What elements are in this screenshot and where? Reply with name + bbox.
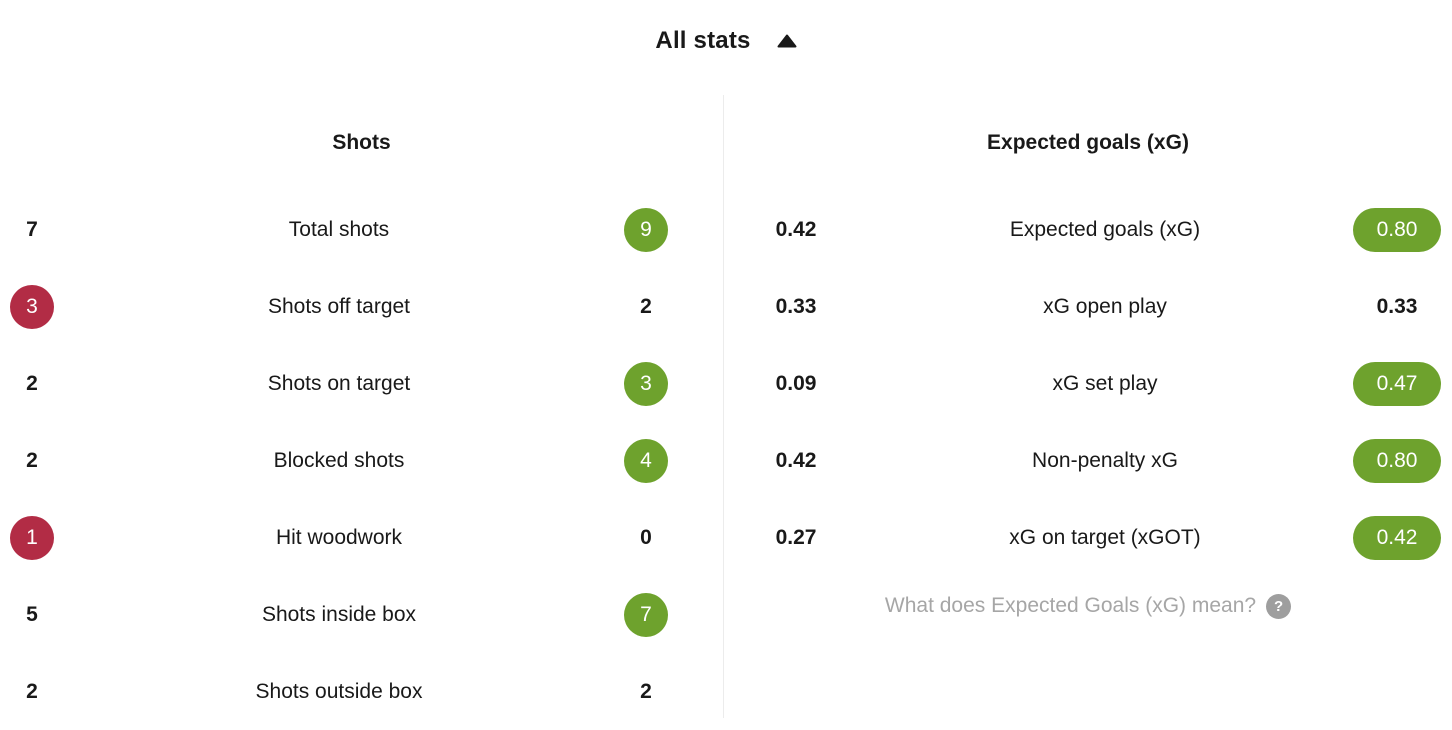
home-value-badge: 3 <box>10 284 54 329</box>
home-value-badge: 2 <box>26 679 38 703</box>
stat-row-total-shots: 7 Total shots 9 <box>0 191 723 268</box>
away-value-badge: 4 <box>624 438 668 483</box>
stat-label: Hit woodwork <box>275 525 403 549</box>
stat-label: Shots outside box <box>255 679 423 703</box>
away-value-badge: 0 <box>640 525 652 549</box>
xg-help-link[interactable]: What does Expected Goals (xG) mean? ? <box>724 576 1452 636</box>
panel-title-shots: Shots <box>332 131 391 154</box>
home-value-badge: 5 <box>26 602 38 626</box>
away-value-badge: 3 <box>624 361 668 406</box>
stat-row-expected-goals: 0.42 Expected goals (xG) 0.80 <box>724 191 1452 268</box>
stat-label: xG set play <box>1052 371 1158 395</box>
home-value-badge: 0.33 <box>775 294 817 318</box>
stat-row-shots-inside-box: 5 Shots inside box 7 <box>0 576 723 653</box>
away-value-badge: 7 <box>624 592 668 637</box>
away-value-badge: 9 <box>624 207 668 252</box>
stat-label: Non-penalty xG <box>1032 448 1178 472</box>
stat-row-xg-open-play: 0.33 xG open play 0.33 <box>724 268 1452 345</box>
all-stats-toggle[interactable]: All stats <box>0 0 1452 95</box>
xg-help-text: What does Expected Goals (xG) mean? <box>884 594 1257 617</box>
stat-row-shots-on-target: 2 Shots on target 3 <box>0 345 723 422</box>
stat-row-non-penalty-xg: 0.42 Non-penalty xG 0.80 <box>724 422 1452 499</box>
home-value-badge: 0.42 <box>775 217 817 241</box>
home-value-badge: 0.09 <box>775 371 817 395</box>
stat-row-xg-set-play: 0.09 xG set play 0.47 <box>724 345 1452 422</box>
away-value-badge: 2 <box>640 294 652 318</box>
away-value-badge: 0.80 <box>1353 438 1441 483</box>
stat-row-blocked-shots: 2 Blocked shots 4 <box>0 422 723 499</box>
home-value-badge: 0.42 <box>775 448 817 472</box>
stat-label: xG open play <box>1043 294 1167 318</box>
stat-label: Expected goals (xG) <box>1009 217 1201 241</box>
caret-up-icon[interactable] <box>777 34 797 48</box>
stat-row-shots-outside-box: 2 Shots outside box 2 <box>0 653 723 730</box>
stat-row-xg-on-target: 0.27 xG on target (xGOT) 0.42 <box>724 499 1452 576</box>
stat-label: Shots inside box <box>261 602 417 626</box>
page-title: All stats <box>655 26 751 54</box>
stat-label: Shots off target <box>267 294 411 318</box>
stat-row-hit-woodwork: 1 Hit woodwork 0 <box>0 499 723 576</box>
away-value-badge: 2 <box>640 679 652 703</box>
away-value-badge: 0.47 <box>1353 361 1441 406</box>
stat-label: Blocked shots <box>273 448 405 472</box>
away-value-badge: 0.33 <box>1376 294 1418 318</box>
stat-row-shots-off-target: 3 Shots off target 2 <box>0 268 723 345</box>
home-value-badge: 1 <box>10 515 54 560</box>
stat-label: Total shots <box>288 217 390 241</box>
question-mark-icon[interactable]: ? <box>1266 593 1292 619</box>
stat-label: xG on target (xGOT) <box>1009 525 1201 549</box>
home-value-badge: 7 <box>26 217 38 241</box>
home-value-badge: 0.27 <box>775 525 817 549</box>
shots-panel: Shots 7 Total shots 9 3 Shots off target… <box>0 95 723 718</box>
expected-goals-panel: Expected goals (xG) 0.42 Expected goals … <box>723 95 1452 718</box>
stat-label: Shots on target <box>267 371 411 395</box>
home-value-badge: 2 <box>26 448 38 472</box>
home-value-badge: 2 <box>26 371 38 395</box>
panel-title-expected-goals: Expected goals (xG) <box>987 131 1189 154</box>
away-value-badge: 0.80 <box>1353 207 1441 252</box>
stats-panels: Shots 7 Total shots 9 3 Shots off target… <box>0 95 1452 718</box>
away-value-badge: 0.42 <box>1353 515 1441 560</box>
